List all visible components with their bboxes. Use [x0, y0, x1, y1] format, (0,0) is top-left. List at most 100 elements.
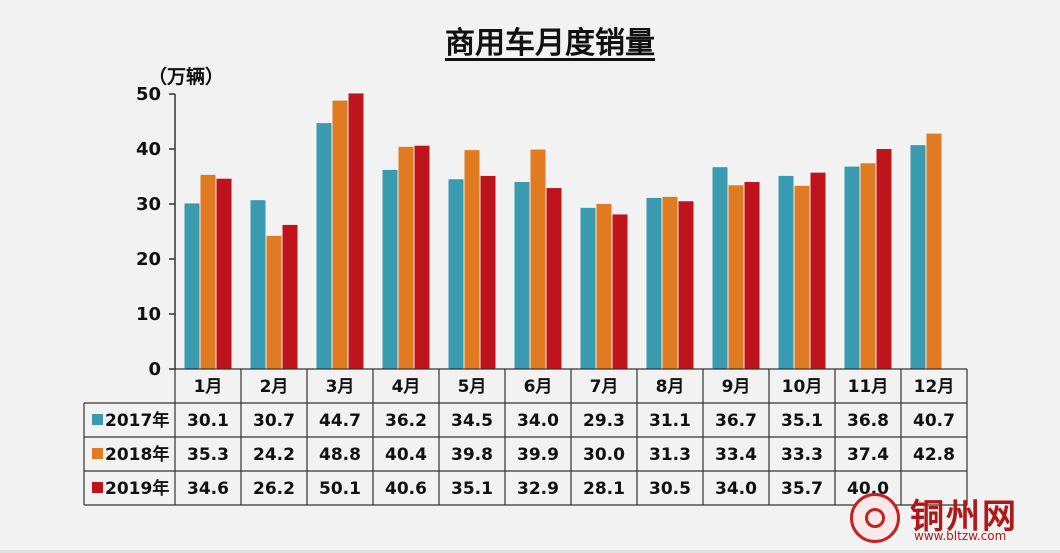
bar-2018年-9月: [728, 185, 744, 369]
bar-2019年-3月: [348, 93, 364, 369]
data-label: 36.7: [715, 411, 757, 431]
data-label: 34.5: [451, 411, 493, 431]
data-label: 48.8: [319, 445, 361, 465]
data-label: 40.4: [385, 445, 427, 465]
data-label: 37.4: [847, 445, 889, 465]
bar-2017年-1月: [184, 203, 200, 369]
y-tick-label: 20: [136, 249, 161, 270]
bar-2018年-5月: [464, 150, 480, 369]
bar-2019年-10月: [810, 172, 826, 369]
bar-2017年-9月: [712, 167, 728, 369]
legend-swatch-2018年: [92, 448, 103, 459]
y-tick-label: 40: [136, 139, 161, 160]
legend-series-name: 2017年: [105, 410, 169, 431]
data-label: 39.8: [451, 445, 493, 465]
y-tick-label: 30: [136, 194, 161, 215]
data-label: 35.1: [451, 479, 493, 499]
bar-2019年-8月: [678, 201, 694, 369]
bar-2017年-11月: [844, 166, 860, 369]
bar-2018年-10月: [794, 185, 810, 369]
data-label: 35.7: [781, 479, 823, 499]
data-label: 33.3: [781, 445, 823, 465]
bar-2017年-10月: [778, 175, 794, 369]
data-label: 36.2: [385, 411, 427, 431]
data-label: 30.0: [583, 445, 625, 465]
data-label: 24.2: [253, 445, 295, 465]
data-label: 30.7: [253, 411, 295, 431]
data-label: 44.7: [319, 411, 361, 431]
data-label: 31.3: [649, 445, 691, 465]
data-label: 35.3: [187, 445, 229, 465]
bar-2019年-4月: [414, 145, 430, 369]
data-label: 35.1: [781, 411, 823, 431]
bar-2017年-2月: [250, 200, 266, 369]
data-label: 30.5: [649, 479, 691, 499]
category-label: 8月: [656, 377, 685, 397]
bar-2018年-3月: [332, 100, 348, 369]
bar-2018年-7月: [596, 204, 612, 369]
category-label: 5月: [458, 377, 487, 397]
data-label: 50.1: [319, 479, 361, 499]
bar-2018年-11月: [860, 163, 876, 369]
bar-2019年-1月: [216, 178, 232, 369]
y-tick-label: 50: [136, 84, 161, 105]
category-label: 10月: [782, 377, 823, 397]
bar-2017年-12月: [910, 145, 926, 369]
data-label: 29.3: [583, 411, 625, 431]
watermark-logo: 铜州网 www.bltzw.com: [842, 487, 1052, 547]
bar-2019年-11月: [876, 149, 892, 369]
bar-2018年-12月: [926, 133, 942, 369]
bar-2018年-4月: [398, 146, 414, 369]
bar-2018年-1月: [200, 174, 216, 369]
watermark-url: www.bltzw.com: [914, 529, 1007, 543]
bottom-divider: [0, 550, 1060, 553]
bar-2019年-6月: [546, 188, 562, 369]
watermark-text: 铜州网: [910, 497, 1018, 537]
data-label: 26.2: [253, 479, 295, 499]
category-label: 4月: [392, 377, 421, 397]
bar-2017年-4月: [382, 169, 398, 369]
data-label: 40.6: [385, 479, 427, 499]
data-label: 39.9: [517, 445, 559, 465]
data-label: 42.8: [913, 445, 955, 465]
legend-series-name: 2018年: [105, 444, 169, 465]
legend-series-name: 2019年: [105, 478, 169, 499]
data-label: 34.0: [715, 479, 757, 499]
bar-2019年-7月: [612, 214, 628, 369]
data-label: 30.1: [187, 411, 229, 431]
data-label: 34.6: [187, 479, 229, 499]
bar-2017年-7月: [580, 207, 596, 369]
bar-2018年-8月: [662, 196, 678, 369]
data-label: 32.9: [517, 479, 559, 499]
data-label: 40.7: [913, 411, 955, 431]
bar-2017年-3月: [316, 123, 332, 370]
legend-swatch-2017年: [92, 414, 103, 425]
data-label: 33.4: [715, 445, 757, 465]
y-axis-unit-label: （万辆）: [148, 66, 225, 88]
seal-icon: [850, 493, 900, 543]
category-label: 7月: [590, 377, 619, 397]
y-tick-label: 10: [136, 304, 161, 325]
chart-title: 商用车月度销量: [445, 26, 655, 61]
category-label: 6月: [524, 377, 553, 397]
category-label: 12月: [914, 377, 955, 397]
category-label: 9月: [722, 377, 751, 397]
bar-2018年-6月: [530, 149, 546, 369]
data-label: 31.1: [649, 411, 691, 431]
category-label: 1月: [194, 377, 223, 397]
bar-2019年-5月: [480, 175, 496, 369]
category-label: 3月: [326, 377, 355, 397]
category-label: 2月: [260, 377, 289, 397]
bar-2019年-2月: [282, 224, 298, 369]
legend-swatch-2019年: [92, 482, 103, 493]
data-label: 34.0: [517, 411, 559, 431]
data-label: 36.8: [847, 411, 889, 431]
bar-2018年-2月: [266, 235, 282, 369]
data-label: 28.1: [583, 479, 625, 499]
bar-2017年-6月: [514, 182, 530, 369]
bar-2019年-9月: [744, 182, 760, 369]
category-label: 11月: [848, 377, 889, 397]
bar-2017年-5月: [448, 179, 464, 369]
y-tick-label: 0: [148, 359, 161, 380]
